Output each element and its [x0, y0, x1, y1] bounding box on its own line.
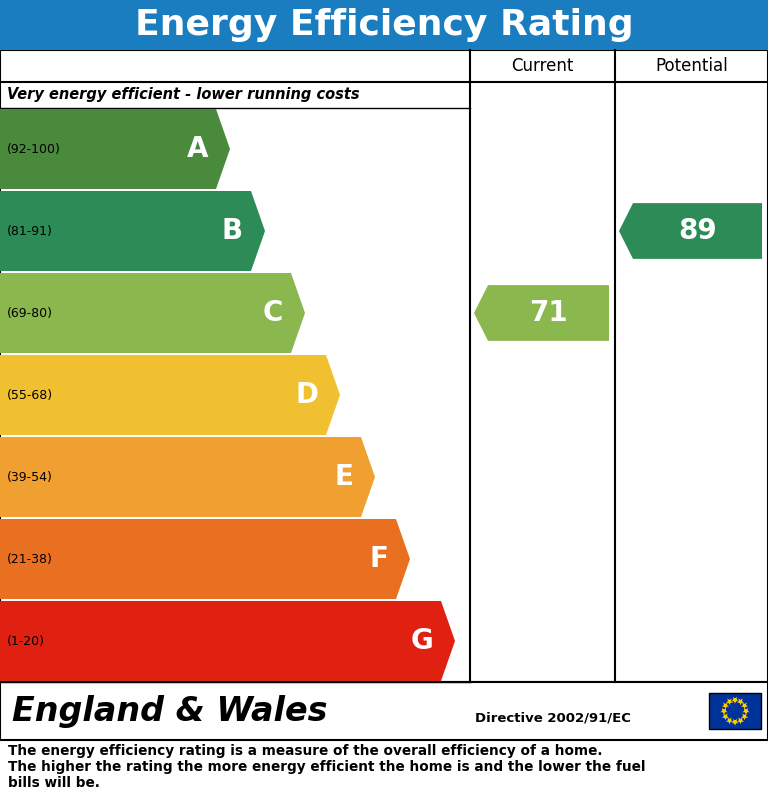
Text: E: E [334, 463, 353, 491]
Bar [0, 50, 768, 682]
Polygon shape [0, 109, 230, 189]
Text: A: A [187, 135, 208, 163]
Text: G: G [410, 627, 433, 655]
Text: (92-100): (92-100) [7, 142, 61, 155]
Polygon shape [743, 708, 750, 715]
Text: 71: 71 [529, 299, 568, 327]
Polygon shape [0, 519, 410, 599]
Polygon shape [619, 203, 762, 259]
Polygon shape [0, 601, 455, 681]
Polygon shape [731, 697, 739, 704]
Text: (55-68): (55-68) [7, 389, 53, 402]
Text: Potential: Potential [655, 57, 728, 75]
Text: 89: 89 [678, 217, 717, 245]
Text: Not energy efficient - higher running costs: Not energy efficient - higher running co… [7, 662, 359, 676]
Text: (39-54): (39-54) [7, 470, 53, 483]
Polygon shape [737, 718, 744, 724]
Polygon shape [0, 437, 375, 517]
Polygon shape [0, 273, 305, 353]
Text: The energy efficiency rating is a measure of the overall efficiency of a home.
T: The energy efficiency rating is a measur… [8, 744, 645, 790]
Polygon shape [726, 698, 733, 705]
Text: (1-20): (1-20) [7, 634, 45, 647]
Text: Directive 2002/91/EC: Directive 2002/91/EC [475, 712, 631, 725]
Text: England & Wales: England & Wales [12, 695, 327, 727]
Polygon shape [726, 718, 733, 724]
Polygon shape [741, 713, 748, 720]
Bar [0, 0, 768, 50]
Text: D: D [295, 381, 318, 409]
Polygon shape [731, 719, 739, 726]
Polygon shape [737, 698, 744, 705]
Text: (81-91): (81-91) [7, 225, 53, 238]
Polygon shape [722, 713, 729, 720]
Text: F: F [369, 545, 388, 573]
Text: (69-80): (69-80) [7, 306, 53, 319]
Text: Very energy efficient - lower running costs: Very energy efficient - lower running co… [7, 87, 359, 103]
Polygon shape [0, 355, 340, 435]
Polygon shape [474, 285, 609, 341]
Text: (21-38): (21-38) [7, 553, 53, 566]
Polygon shape [722, 702, 729, 709]
Bar [0, 682, 768, 740]
Polygon shape [0, 191, 265, 271]
Text: C: C [263, 299, 283, 327]
Text: Current: Current [511, 57, 574, 75]
Text: Energy Efficiency Rating: Energy Efficiency Rating [134, 8, 634, 42]
Text: B: B [222, 217, 243, 245]
Polygon shape [720, 708, 727, 715]
Polygon shape [741, 702, 748, 709]
Bar [709, 693, 761, 729]
